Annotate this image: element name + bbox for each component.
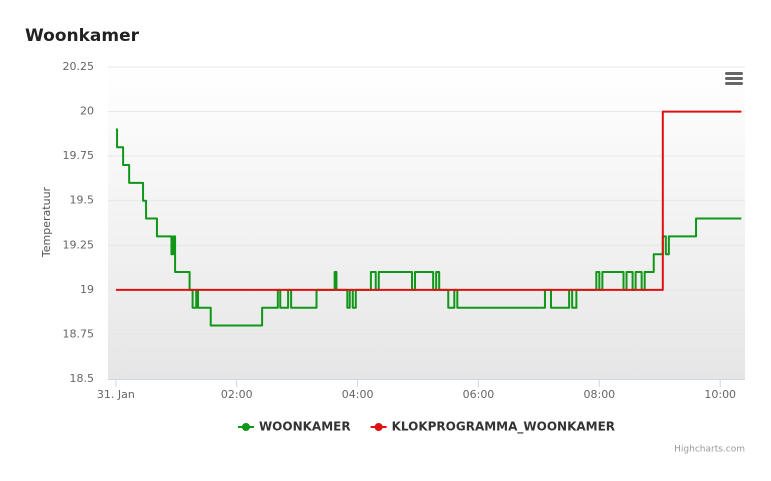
- series-line: [115, 110, 742, 291]
- legend-item[interactable]: KLOKPROGRAMMA_WOONKAMER: [370, 420, 615, 435]
- y-tick-label: 19.5: [70, 194, 95, 207]
- y-tick-label: 19.25: [63, 238, 95, 251]
- x-tick-label: 06:00: [463, 388, 495, 401]
- legend-label: WOONKAMER: [259, 420, 351, 434]
- legend-symbol-marker: [374, 423, 383, 431]
- credits[interactable]: Highcharts.com: [674, 445, 745, 455]
- plot-background: [108, 67, 745, 379]
- legend-item[interactable]: WOONKAMER: [237, 420, 351, 434]
- y-tick-label: 20: [80, 105, 94, 118]
- x-tick-label: 08:00: [583, 388, 615, 401]
- legend: WOONKAMER KLOKPROGRAMMA_WOONKAMER: [237, 420, 615, 435]
- y-tick-label: 19: [80, 283, 94, 296]
- x-tick-label: 31. Jan: [97, 388, 135, 401]
- y-tick-label: 18.75: [63, 327, 95, 340]
- x-tick-label: 04:00: [342, 388, 374, 401]
- menu-button[interactable]: [725, 72, 743, 85]
- y-axis-label: Temperatuur: [40, 186, 53, 258]
- chart-title: Woonkamer: [25, 26, 140, 46]
- legend-symbol-marker: [241, 423, 250, 431]
- y-tick-label: 19.75: [63, 149, 95, 162]
- x-tick-label: 10:00: [704, 388, 736, 401]
- y-tick-label: 20.25: [63, 60, 95, 73]
- y-tick-label: 18.5: [70, 372, 95, 385]
- legend-label: KLOKPROGRAMMA_WOONKAMER: [392, 420, 615, 435]
- x-tick-label: 02:00: [221, 388, 253, 401]
